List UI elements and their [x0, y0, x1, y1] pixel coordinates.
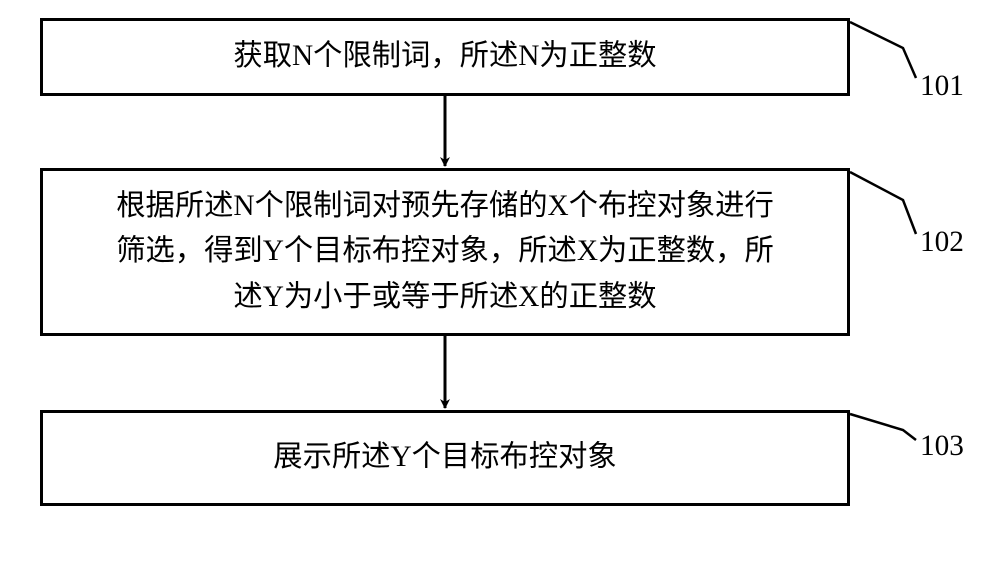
leader-l1 — [850, 22, 916, 78]
flowchart-canvas: 获取N个限制词，所述N为正整数 根据所述N个限制词对预先存储的X个布控对象进行 … — [0, 0, 1000, 572]
leader-l2 — [850, 172, 916, 234]
leader-l3 — [850, 414, 916, 440]
flow-node-1-text: 获取N个限制词，所述N为正整数 — [233, 34, 656, 79]
step-label-101: 101 — [920, 70, 964, 103]
flow-node-1: 获取N个限制词，所述N为正整数 — [40, 18, 850, 96]
flow-node-3-text: 展示所述Y个目标布控对象 — [273, 435, 616, 480]
flow-node-2: 根据所述N个限制词对预先存储的X个布控对象进行 筛选，得到Y个目标布控对象，所述… — [40, 168, 850, 336]
flow-node-3: 展示所述Y个目标布控对象 — [40, 410, 850, 506]
step-label-102: 102 — [920, 226, 964, 259]
flow-node-2-text: 根据所述N个限制词对预先存储的X个布控对象进行 筛选，得到Y个目标布控对象，所述… — [116, 184, 774, 320]
step-label-103: 103 — [920, 430, 964, 463]
leaders-group — [850, 22, 916, 440]
